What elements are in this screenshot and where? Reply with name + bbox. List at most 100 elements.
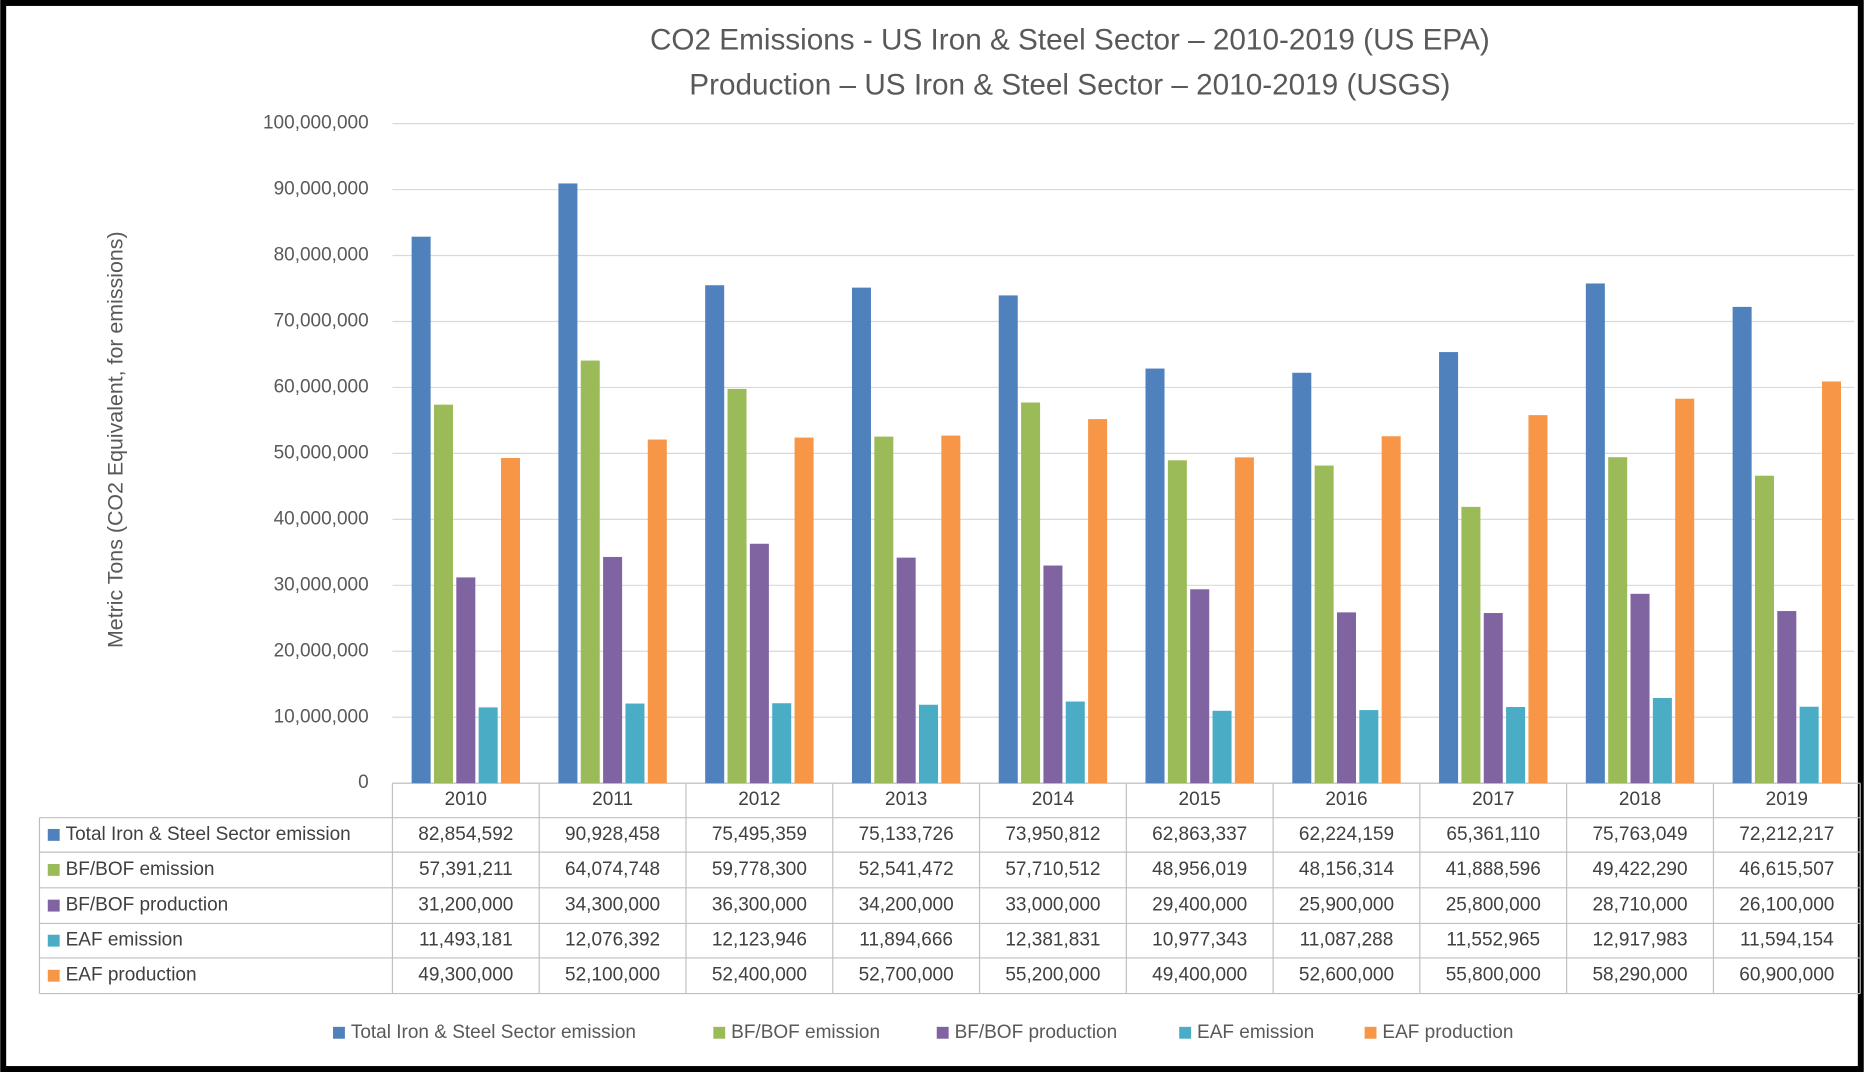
x-tick-label: 2010: [445, 789, 487, 810]
bar: [1314, 465, 1334, 784]
table-cell: 65,361,110: [1446, 824, 1540, 845]
x-tick-label: 2018: [1619, 789, 1661, 810]
row-label: BF/BOF emission: [66, 859, 215, 880]
legend-swatch: [1179, 1026, 1192, 1039]
table-cell: 48,156,314: [1299, 859, 1395, 880]
legend-label: BF/BOF emission: [731, 1022, 880, 1043]
bar: [918, 704, 939, 784]
table-cell: 73,950,812: [1005, 824, 1100, 845]
table-cell: 11,552,965: [1446, 930, 1540, 951]
table-cell: 11,087,288: [1300, 930, 1394, 951]
row-label: Total Iron & Steel Sector emission: [66, 824, 351, 845]
legend-label: BF/BOF production: [955, 1022, 1118, 1043]
bar: [625, 703, 645, 784]
row-label: EAF emission: [66, 930, 183, 951]
y-tick-label: 40,000,000: [274, 508, 369, 529]
table-cell: 12,381,831: [1005, 930, 1100, 951]
table-cell: 12,076,392: [565, 930, 660, 951]
row-swatch: [47, 969, 60, 982]
table-cell: 41,888,596: [1446, 859, 1541, 880]
bar: [1439, 352, 1459, 784]
y-tick-label: 50,000,000: [274, 442, 369, 463]
x-tick-label: 2017: [1472, 789, 1514, 810]
table-cell: 52,541,472: [859, 859, 954, 880]
table-cell: 36,300,000: [712, 895, 807, 916]
table-cell: 57,391,211: [419, 859, 513, 880]
table-cell: 25,900,000: [1299, 895, 1394, 916]
table-cell: 82,854,592: [418, 824, 513, 845]
table-cell: 75,763,049: [1592, 824, 1687, 845]
table-cell: 31,200,000: [418, 895, 513, 916]
table-cell: 75,133,726: [859, 824, 954, 845]
bar: [1821, 381, 1842, 784]
x-tick-label: 2012: [738, 789, 780, 810]
table-cell: 11,594,154: [1740, 930, 1834, 951]
bar: [1528, 415, 1548, 784]
bar: [1608, 457, 1628, 784]
legend-swatch: [1364, 1026, 1377, 1039]
bar: [1234, 457, 1254, 784]
table-cell: 12,123,946: [712, 930, 807, 951]
table-cell: 75,495,359: [712, 824, 807, 845]
bar: [1336, 612, 1356, 784]
table-cell: 26,100,000: [1739, 895, 1834, 916]
table-cell: 25,800,000: [1446, 895, 1541, 916]
table-cell: 52,700,000: [859, 965, 954, 986]
bar: [1145, 368, 1165, 784]
table-cell: 49,400,000: [1152, 965, 1247, 986]
y-tick-label: 90,000,000: [274, 179, 369, 200]
x-tick-label: 2015: [1179, 789, 1221, 810]
table-cell: 59,778,300: [712, 859, 807, 880]
bar: [874, 436, 894, 784]
table-cell: 58,290,000: [1592, 965, 1687, 986]
chart-subtitle: Production – US Iron & Steel Sector – 20…: [689, 69, 1450, 102]
table-cell: 33,000,000: [1005, 895, 1100, 916]
row-label: EAF production: [66, 965, 197, 986]
table-cell: 34,200,000: [859, 895, 954, 916]
row-swatch: [47, 899, 60, 912]
bar: [851, 287, 871, 784]
table-cell: 12,917,983: [1592, 930, 1687, 951]
bar: [1190, 589, 1210, 784]
bar: [1021, 402, 1041, 784]
bar: [558, 183, 578, 784]
bar: [1777, 611, 1797, 784]
table-cell: 48,956,019: [1152, 859, 1247, 880]
bar: [603, 556, 623, 784]
x-tick-label: 2014: [1032, 789, 1075, 810]
table-cell: 34,300,000: [565, 895, 660, 916]
bar: [1506, 706, 1526, 784]
table-cell: 62,224,159: [1299, 824, 1394, 845]
bar: [1732, 306, 1752, 784]
table-cell: 46,615,507: [1739, 859, 1834, 880]
table-cell: 57,710,512: [1005, 859, 1100, 880]
bar: [1359, 710, 1379, 784]
bar: [749, 543, 769, 784]
legend-swatch: [713, 1026, 726, 1039]
y-tick-label: 0: [358, 772, 369, 793]
table-cell: 60,900,000: [1739, 965, 1834, 986]
bar: [478, 707, 498, 784]
y-tick-label: 70,000,000: [274, 310, 369, 331]
bar: [705, 285, 725, 784]
table-cell: 62,863,337: [1152, 824, 1247, 845]
table-cell: 64,074,748: [565, 859, 660, 880]
bar: [1754, 475, 1774, 784]
table-cell: 49,422,290: [1592, 859, 1687, 880]
bar: [411, 236, 431, 784]
bar: [1381, 436, 1401, 784]
table-cell: 11,493,181: [419, 930, 513, 951]
x-tick-label: 2016: [1325, 789, 1367, 810]
x-tick-label: 2011: [592, 789, 633, 810]
bar: [1212, 710, 1232, 784]
table-cell: 52,100,000: [565, 965, 660, 986]
table-cell: 55,200,000: [1005, 965, 1100, 986]
legend-swatch: [333, 1026, 345, 1039]
table-cell: 49,300,000: [418, 965, 513, 986]
legend-label: EAF production: [1382, 1022, 1513, 1043]
bar: [727, 388, 747, 784]
bar: [941, 435, 961, 784]
row-swatch: [47, 864, 60, 876]
